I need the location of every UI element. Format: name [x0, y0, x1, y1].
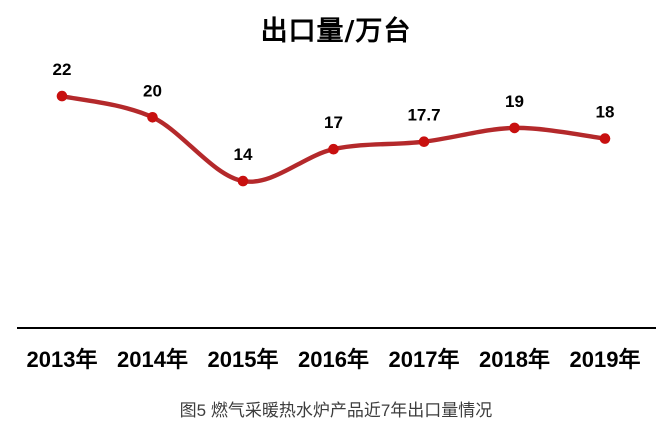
x-axis-label: 2017年 — [389, 347, 460, 372]
data-point-label: 17.7 — [407, 106, 440, 125]
data-point-label: 20 — [143, 81, 162, 100]
x-axis-label: 2014年 — [117, 347, 188, 372]
data-point-marker — [328, 143, 339, 155]
data-point-label: 14 — [234, 145, 253, 164]
data-point-marker — [147, 112, 158, 123]
data-point-marker — [56, 90, 68, 102]
data-point-label: 17 — [324, 113, 343, 132]
data-point-label: 19 — [505, 92, 524, 111]
data-point-marker — [509, 122, 520, 134]
x-axis-label: 2013年 — [27, 347, 98, 372]
x-axis-label: 2019年 — [570, 347, 641, 372]
x-axis-label: 2015年 — [208, 347, 279, 372]
data-point-marker — [599, 133, 611, 144]
x-axis-label: 2016年 — [298, 347, 369, 372]
chart-title: 出口量/万台 — [260, 16, 412, 47]
data-point-label: 22 — [53, 60, 72, 79]
data-point-marker — [418, 136, 430, 147]
data-point-label: 18 — [596, 103, 615, 122]
x-axis-label: 2018年 — [479, 347, 550, 372]
data-point-marker — [237, 175, 249, 187]
figure-caption: 图5 燃气采暖热水炉产品近7年出口量情况 — [179, 401, 493, 420]
